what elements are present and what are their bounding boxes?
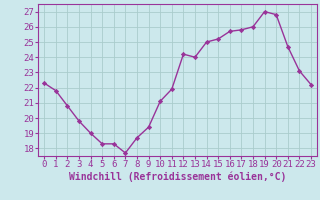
X-axis label: Windchill (Refroidissement éolien,°C): Windchill (Refroidissement éolien,°C) bbox=[69, 172, 286, 182]
